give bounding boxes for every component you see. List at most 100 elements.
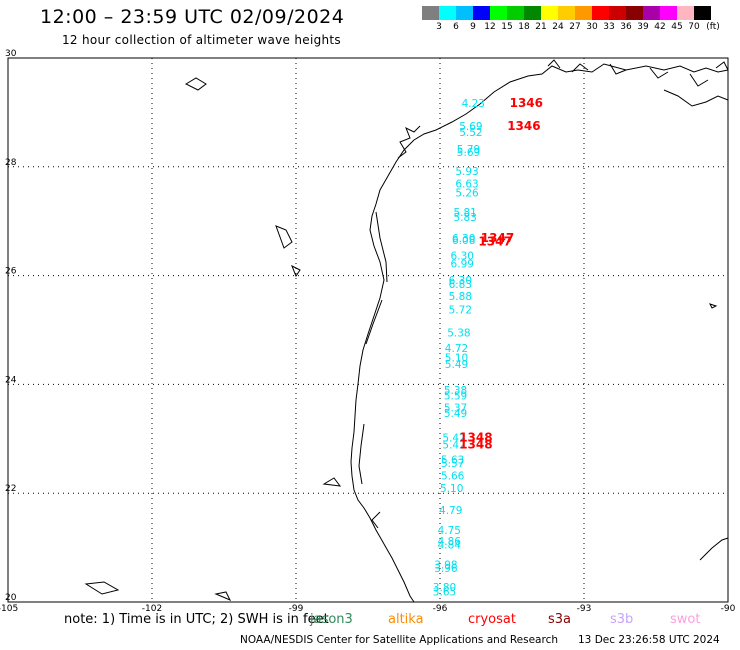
mission-s3a: s3a [548,612,572,627]
swh-value: 6.30 [451,250,474,262]
swh-value: 5.81 [453,207,476,219]
coastline-veracruz [371,511,729,561]
legend-label: 21 [535,22,547,32]
lat-label: 30 [5,49,17,59]
coastline-mississippi-delta [663,89,729,107]
legend-label: 70 [688,22,700,32]
lon-label: -99 [289,604,304,614]
swh-value: 3.96 [434,563,458,575]
swh-value: 4.79 [439,505,462,517]
mission-cryosat: cryosat [468,612,516,627]
credit-source: NOAA/NESDIS Center for Satellite Applica… [240,634,558,646]
swh-value: 5.52 [459,127,482,139]
note-text: note: 1) Time is in UTC; 2) SWH is in fe… [64,612,329,627]
lon-label: -102 [142,604,162,614]
swh-value: 6.30 [449,275,472,287]
swh-value: 5.38 [447,328,470,340]
swh-readings: 4.235.695.525.795.695.936.635.265.815.83… [433,98,485,599]
swh-value: 6.08 [452,235,475,247]
swh-value: 3.98 [434,559,457,571]
swh-value: 5.42 [442,440,465,452]
mission-altika: altika [388,612,424,627]
lon-label: -90 [721,604,736,614]
legend-swatch [456,6,473,20]
lat-label: 22 [5,484,16,494]
legend-label: 3 [436,22,442,32]
mission-jason3: jason3 [310,612,353,627]
swh-value: 5.69 [457,147,480,159]
inland-water-1 [275,225,293,249]
swh-value: 4.72 [445,343,468,355]
swh-value: 5.57 [441,458,464,470]
legend-swatch [524,6,541,20]
legend-swatch [677,6,694,20]
swh-value: 5.72 [449,305,472,317]
lat-label: 26 [5,267,17,277]
pass-number: 1348 [459,431,492,445]
swh-value: 6.63 [455,178,478,190]
lat-label: 24 [5,375,17,385]
swh-value: 3.65 [433,586,456,598]
legend-label: 12 [484,22,496,32]
swh-value: 5.63 [441,454,464,466]
legend-label: 27 [569,22,581,32]
legend-label: 45 [671,22,683,32]
coastline-louisiana-marsh [547,59,729,87]
credit-timestamp: 13 Dec 23:26:58 UTC 2024 [578,634,720,646]
legend-label: 30 [586,22,598,32]
lat-label: 28 [5,158,17,168]
legend-label: 15 [501,22,513,32]
lon-label: -96 [433,604,448,614]
legend-swatch [643,6,660,20]
swh-value: 3.80 [433,582,456,594]
swh-value: 5.42 [442,433,465,445]
map-title: 12:00 – 23:59 UTC 02/09/2024 [40,6,345,28]
legend-swatches [422,6,711,20]
map-subtitle: 12 hour collection of altimeter wave hei… [62,33,341,47]
swh-value: 6.30 [452,233,475,245]
swh-value: 5.59 [444,391,467,403]
coastline-barrier-islands [365,211,388,345]
map-frame [7,57,729,603]
swh-value: 5.66 [441,471,465,483]
legend-swatch [507,6,524,20]
legend-label: 36 [620,22,632,32]
legend-label: 24 [552,22,564,32]
swh-value: 6.99 [451,258,474,270]
legend-swatch [490,6,507,20]
inland-water-6 [709,303,718,309]
pass-number: 1346 [510,96,543,110]
legend-label: 9 [470,22,476,32]
swh-value: 5.37 [444,403,467,415]
pass-number: 1346 [507,119,540,133]
pass-number: 1347 [481,231,514,245]
legend-swatch [660,6,677,20]
legend-label: 33 [603,22,615,32]
legend-unit: (ft) [706,22,720,32]
swh-value: 5.69 [459,121,482,133]
legend-swatch [473,6,490,20]
land-islands [84,77,718,601]
coastline-galveston-bay [397,125,421,159]
legend-labels: 3 6 9 12 15 18 21 24 27 30 33 36 39 42 45 70 (ft) [422,20,720,34]
swh-value: 4.75 [438,525,461,537]
coastline [350,59,729,603]
swh-value: 5.26 [455,188,479,200]
legend-swatch [575,6,592,20]
coastline-main [350,63,729,603]
swh-value: 5.88 [449,291,472,303]
swh-value: 5.38 [444,385,467,397]
legend-label: 6 [453,22,459,32]
legend-swatch [541,6,558,20]
legend-swatch [592,6,609,20]
legend-label: 42 [654,22,666,32]
pass-number: 1348 [459,438,492,452]
legend-swatch [694,6,711,20]
legend-swatch [422,6,439,20]
swh-value: 5.49 [445,359,468,371]
inland-water-2 [291,264,301,278]
pass-number: 1347 [478,235,511,249]
legend-swatch [558,6,575,20]
legend-label: 18 [518,22,530,32]
